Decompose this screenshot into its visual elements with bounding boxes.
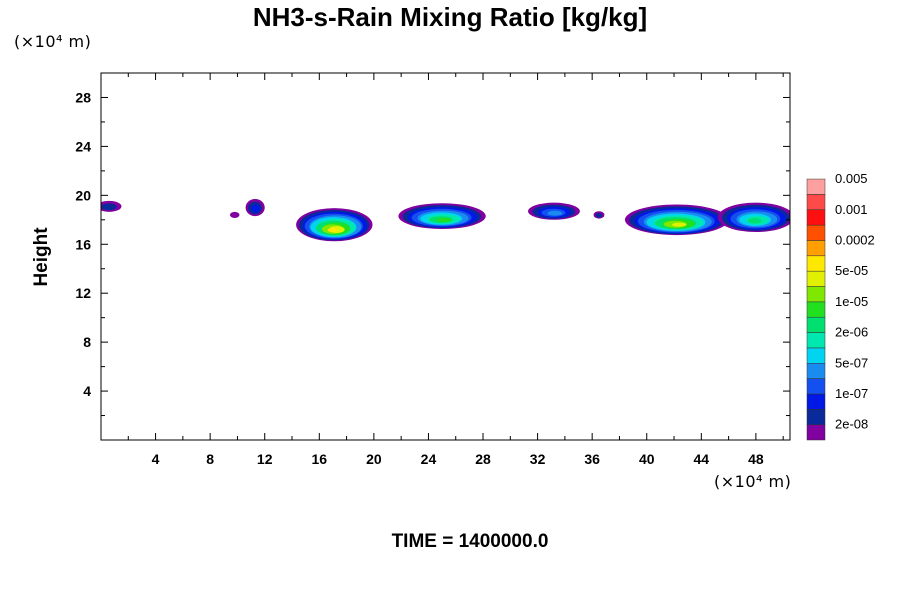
y-tick-label: 8 [83, 334, 91, 350]
colorbar-label: 2e-08 [835, 417, 868, 432]
contour-level [747, 218, 762, 224]
colorbar-swatch [806, 409, 826, 425]
time-footer: TIME = 1400000.0 [391, 531, 549, 552]
colorbar-swatch [806, 178, 826, 195]
colorbar-label: 5e-05 [835, 263, 868, 278]
contour-fields [101, 199, 790, 242]
rain-cell [593, 211, 605, 219]
x-tick-label: 8 [206, 451, 214, 467]
contour-level [327, 227, 338, 233]
y-tick-label: 16 [75, 236, 91, 252]
contour-level [436, 217, 452, 223]
colorbar-swatch [806, 301, 826, 318]
y-tick-label: 20 [75, 187, 91, 203]
colorbar-swatch [806, 255, 826, 272]
x-tick-label: 36 [584, 451, 600, 467]
colorbar-label: 0.005 [835, 171, 868, 186]
y-axis-unit: (×10⁴ m) [14, 32, 92, 51]
y-tick-label: 24 [75, 138, 91, 154]
colorbar-swatch [806, 378, 826, 395]
colorbar-swatch [806, 224, 826, 241]
plot-frame [100, 72, 791, 441]
colorbar-swatch [806, 424, 826, 441]
rain-cell [245, 199, 265, 217]
rain-cell [101, 200, 122, 212]
colorbar: 2e-08 1e-07 5e-07 2e-06 1e-05 5e-05 0.0002 0.00… [806, 171, 875, 441]
colorbar-swatch [806, 332, 826, 349]
contour-level [595, 213, 603, 218]
rain-cell [528, 202, 580, 220]
colorbar-label: 2e-06 [835, 325, 868, 340]
colorbar-label: 0.001 [835, 202, 868, 217]
x-tick-label: 24 [421, 451, 437, 467]
x-tick-label: 48 [748, 451, 764, 467]
x-tick-label: 16 [312, 451, 328, 467]
rain-cell [717, 202, 790, 233]
x-tick-label: 28 [475, 451, 491, 467]
x-tick-label: 40 [639, 451, 655, 467]
rain-cell [229, 211, 240, 218]
rain-cell [624, 204, 729, 236]
contour-level [101, 203, 117, 211]
contour-level [547, 210, 563, 216]
x-axis-unit: (×10⁴ m) [714, 472, 792, 491]
contour-level [251, 204, 260, 213]
colorbar-swatch [806, 286, 826, 303]
colorbar-label: 1e-07 [835, 386, 868, 401]
colorbar-label: 5e-07 [835, 355, 868, 370]
colorbar-swatch [806, 209, 826, 226]
colorbar-swatch [806, 240, 826, 257]
x-tick-label: 44 [694, 451, 710, 467]
x-tick-label: 20 [366, 451, 382, 467]
colorbar-swatch [806, 363, 826, 379]
colorbar-swatch [806, 347, 826, 364]
colorbar-label: 1e-05 [835, 294, 868, 309]
contour-level [672, 222, 687, 227]
chart-title: NH3-s-Rain Mixing Ratio [kg/kg] [252, 2, 648, 32]
x-tick-label: 32 [530, 451, 546, 467]
colorbar-swatch [806, 270, 826, 287]
colorbar-swatch [806, 316, 826, 333]
y-tick-label: 4 [83, 383, 91, 399]
x-tick-label: 4 [152, 451, 160, 467]
rain-cell [398, 203, 486, 229]
colorbar-swatch [806, 194, 826, 210]
y-tick-label: 28 [75, 89, 91, 105]
colorbar-label: 0.0002 [835, 232, 875, 247]
rain-cell [296, 208, 373, 242]
contour-level [229, 211, 240, 218]
x-tick-label: 12 [257, 451, 273, 467]
y-tick-label: 12 [75, 285, 91, 301]
colorbar-swatch [806, 393, 826, 410]
